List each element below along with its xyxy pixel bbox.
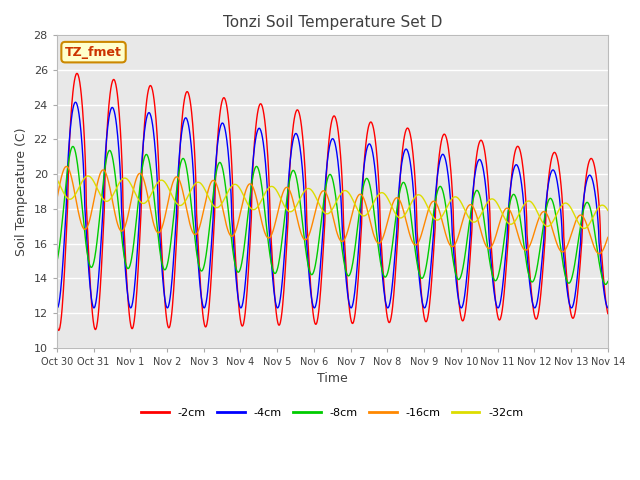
-8cm [53,259,61,264]
-8cm [163,265,170,271]
-4cm [53,305,61,311]
-16cm [63,164,70,169]
-8cm [490,277,498,283]
-32cm [163,181,170,187]
-4cm [238,304,246,310]
-2cm [540,264,547,269]
-16cm [237,205,245,211]
-4cm [540,245,547,251]
-16cm [490,238,498,244]
Line: -4cm: -4cm [57,102,608,308]
-16cm [53,196,61,202]
-2cm [163,317,171,323]
-4cm [176,144,184,149]
-16cm [604,235,612,240]
-32cm [53,176,61,182]
-8cm [604,278,612,284]
-2cm [419,302,426,308]
-8cm [69,144,77,149]
-4cm [491,292,499,298]
-32cm [84,173,92,179]
Title: Tonzi Soil Temperature Set D: Tonzi Soil Temperature Set D [223,15,442,30]
-32cm [176,203,184,208]
-2cm [491,287,499,293]
Line: -8cm: -8cm [57,146,608,284]
-2cm [74,71,81,76]
-32cm [604,207,612,213]
-16cm [419,229,426,235]
-8cm [237,262,245,267]
-8cm [176,165,184,170]
-2cm [238,323,246,328]
-32cm [539,220,547,226]
-4cm [163,304,171,310]
-32cm [580,226,588,231]
-32cm [237,188,245,194]
Legend: -2cm, -4cm, -8cm, -16cm, -32cm: -2cm, -4cm, -8cm, -16cm, -32cm [137,403,528,422]
-8cm [419,276,426,281]
Line: -32cm: -32cm [57,176,608,228]
-16cm [539,209,547,215]
-32cm [490,197,498,203]
-16cm [176,178,184,184]
-2cm [55,327,63,333]
-4cm [604,305,612,311]
Line: -16cm: -16cm [57,167,608,253]
-16cm [163,207,170,213]
-2cm [53,321,61,327]
-16cm [596,251,604,256]
-4cm [53,305,61,311]
-4cm [72,99,79,105]
Text: TZ_fmet: TZ_fmet [65,46,122,59]
-8cm [602,281,609,287]
Line: -2cm: -2cm [57,73,608,330]
-32cm [419,194,426,200]
-8cm [539,227,547,232]
-2cm [176,143,184,149]
-2cm [604,311,612,316]
-4cm [419,300,426,306]
Y-axis label: Soil Temperature (C): Soil Temperature (C) [15,127,28,256]
X-axis label: Time: Time [317,372,348,385]
